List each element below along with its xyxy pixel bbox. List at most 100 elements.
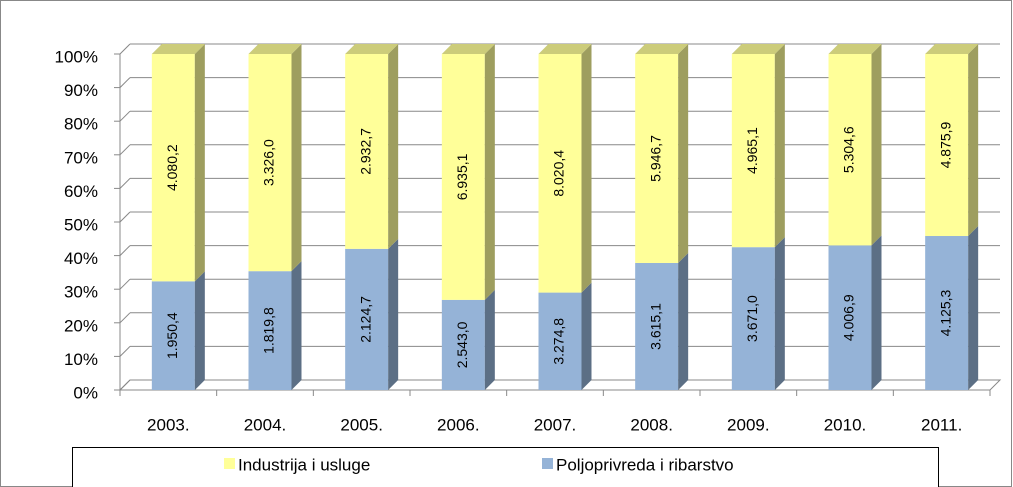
bar-side: [871, 44, 882, 246]
x-tick-label: 2004.: [244, 415, 287, 434]
value-label: 1.819,8: [261, 307, 277, 354]
y-tick-label: 40%: [64, 249, 98, 268]
value-label: 2.124,7: [357, 296, 373, 343]
side-grid-line: [119, 379, 131, 391]
side-grid-line: [119, 110, 131, 122]
bar-top: [248, 44, 302, 54]
bar-segment: [345, 248, 389, 390]
value-label: 4.006,9: [841, 294, 857, 341]
side-grid-line: [119, 245, 131, 256]
side-grid-line: [119, 144, 131, 156]
bar-top: [635, 44, 689, 54]
y-tick-label: 0%: [73, 383, 98, 402]
side-grid-line: [119, 77, 131, 88]
value-label: 5.304,6: [841, 126, 857, 173]
legend-box: [72, 447, 939, 487]
y-tick-label: 60%: [64, 182, 98, 201]
bar-top: [151, 44, 205, 54]
y-tick-label: 20%: [64, 316, 98, 335]
bar-top: [538, 44, 592, 54]
value-label: 4.125,3: [937, 289, 953, 336]
value-label: 3.326,0: [261, 139, 277, 186]
x-tick-label: 2005.: [340, 415, 383, 434]
bar-side: [484, 289, 495, 390]
x-tick-label: 2010.: [824, 415, 867, 434]
value-label: 5.946,7: [647, 135, 663, 182]
bar-top: [731, 44, 785, 54]
bar-segment: [151, 54, 195, 282]
value-label: 4.080,2: [164, 144, 180, 191]
bar-segment: [151, 281, 195, 390]
bar-segment: [538, 292, 582, 390]
bar-segment: [925, 236, 969, 390]
legend-label: Industrija i usluge: [238, 455, 370, 474]
y-tick-label: 50%: [64, 215, 98, 234]
x-tick-label: 2009.: [727, 415, 770, 434]
bar-segment: [828, 245, 872, 390]
bar-top: [345, 44, 399, 54]
bar-side: [774, 44, 785, 248]
side-grid-line: [119, 346, 131, 357]
bar-top: [441, 44, 495, 54]
bar-segment: [731, 54, 775, 248]
bar-side: [968, 44, 979, 237]
bar-top: [828, 44, 882, 54]
side-grid-line: [119, 278, 131, 290]
y-tick-label: 70%: [64, 148, 98, 167]
y-tick-label: 30%: [64, 283, 98, 302]
bar-segment: [248, 271, 292, 390]
bar-side: [774, 237, 785, 390]
value-label: 3.671,0: [744, 295, 760, 342]
side-grid-line: [119, 178, 131, 189]
bar-side: [484, 44, 495, 300]
bar-top: [925, 44, 979, 54]
bar-side: [291, 44, 302, 272]
side-grid-line: [119, 43, 131, 55]
bar-segment: [248, 54, 292, 272]
bar-segment: [635, 54, 679, 263]
bar-side: [291, 261, 302, 390]
bar-side: [968, 226, 979, 390]
value-label: 3.615,1: [647, 303, 663, 350]
y-tick-label: 90%: [64, 81, 98, 100]
bar-side: [194, 271, 205, 390]
bar-side: [194, 44, 205, 282]
value-label: 1.950,4: [164, 312, 180, 359]
x-tick-label: 2011.: [921, 415, 962, 434]
bar-segment: [441, 299, 485, 390]
bar-segment: [731, 247, 775, 390]
bar-segment: [828, 54, 872, 246]
x-tick-label: 2006.: [437, 415, 480, 434]
bar-side: [388, 238, 399, 390]
bar-segment: [538, 54, 582, 293]
y-tick-label: 100%: [55, 47, 98, 66]
bar-segment: [925, 54, 969, 237]
value-label: 4.875,9: [937, 121, 953, 168]
side-grid-line: [119, 211, 131, 223]
value-label: 6.935,1: [454, 153, 470, 200]
value-label: 3.274,8: [551, 318, 567, 365]
value-label: 4.965,1: [744, 127, 760, 174]
value-label: 8.020,4: [551, 150, 567, 197]
side-grid-line: [119, 312, 131, 324]
bar-side: [678, 252, 689, 390]
x-tick-label: 2003.: [147, 415, 190, 434]
legend-label: Poljoprivreda i ribarstvo: [556, 455, 734, 474]
bar-side: [581, 44, 592, 293]
value-label: 2.543,0: [454, 321, 470, 368]
bar-side: [871, 235, 882, 390]
bar-side: [581, 282, 592, 390]
x-tick-label: 2007.: [534, 415, 577, 434]
value-label: 2.932,7: [357, 128, 373, 175]
y-tick-label: 10%: [64, 350, 98, 369]
legend-swatch: [542, 458, 553, 469]
y-tick-label: 80%: [64, 115, 98, 134]
bar-segment: [635, 262, 679, 390]
bar-segment: [345, 54, 389, 249]
bar-segment: [441, 54, 485, 300]
bar-side: [388, 44, 399, 249]
x-tick-label: 2008.: [630, 415, 673, 434]
bar-side: [678, 44, 689, 263]
legend-swatch: [224, 458, 235, 469]
